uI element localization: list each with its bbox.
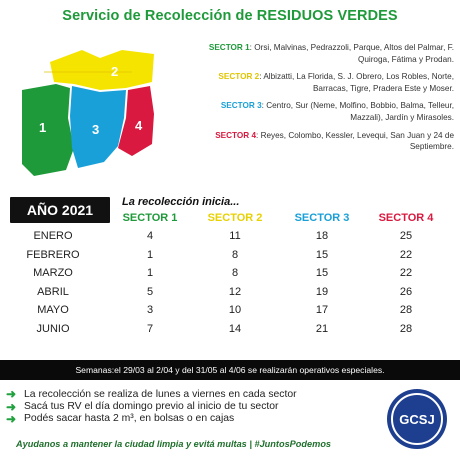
sector-1-area xyxy=(22,84,74,176)
day-cell: 22 xyxy=(399,248,413,261)
sector-4-description: SECTOR 4: Reyes, Colombo, Kessler, Leveq… xyxy=(196,130,454,153)
day-cell: 3 xyxy=(146,304,154,316)
day-cell: 8 xyxy=(231,267,239,279)
logo-ring: GCSJ xyxy=(391,393,443,445)
table-row: JUNIO 7 14 21 28 xyxy=(0,323,460,342)
day-cell: 4 xyxy=(146,230,154,242)
map-label-1: 1 xyxy=(39,120,46,135)
month-cell: MARZO xyxy=(33,267,73,279)
column-header-sector-3: SECTOR 3 xyxy=(294,212,350,224)
column-header-sector-2: SECTOR 2 xyxy=(207,212,263,224)
sector-2-name: SECTOR 2 xyxy=(218,72,260,82)
bullet-text: La recolección se realiza de lunes a vie… xyxy=(24,388,297,400)
list-item: ➜ Podés sacar hasta 2 m³, en bolsas o en… xyxy=(6,411,376,426)
sector-4-area xyxy=(118,86,154,156)
day-cell: 26 xyxy=(399,285,413,298)
month-cell: FEBRERO xyxy=(26,248,80,261)
map-label-2: 2 xyxy=(111,64,118,79)
sector-3-name: SECTOR 3 xyxy=(220,101,262,111)
day-cell: 7 xyxy=(146,322,154,335)
sector-2-area xyxy=(50,50,154,90)
day-cell: 12 xyxy=(228,285,242,298)
day-cell: 1 xyxy=(146,267,154,279)
schedule-heading: La recolección inicia... xyxy=(122,196,240,208)
day-cell: 17 xyxy=(315,304,329,316)
sector-2-text: : Albizatti, La Florida, S. J. Obrero, L… xyxy=(259,72,454,93)
schedule-table: ENERO 4 11 18 25 FEBRERO 1 8 15 22 MARZO… xyxy=(0,230,460,341)
footer-slogan: Ayudanos a mantener la ciudad limpia y e… xyxy=(16,439,332,449)
sector-1-name: SECTOR 1 xyxy=(208,43,250,52)
year-badge: AÑO 2021 xyxy=(10,197,110,223)
sector-1-text: : Orsi, Malvinas, Pedrazzoli, Parque, Al… xyxy=(249,43,454,64)
month-cell: MAYO xyxy=(37,304,69,316)
sector-map: 1 2 3 4 xyxy=(22,50,154,176)
sector-2-description: SECTOR 2: Albizatti, La Florida, S. J. O… xyxy=(196,71,454,94)
day-cell: 15 xyxy=(315,248,329,261)
special-operations-notice: Semanas:el 29/03 al 2/04 y del 31/05 al … xyxy=(0,360,460,380)
column-header-sector-4: SECTOR 4 xyxy=(378,212,434,224)
day-cell: 21 xyxy=(315,322,329,335)
map-label-4: 4 xyxy=(135,118,143,133)
day-cell: 28 xyxy=(399,304,413,316)
day-cell: 14 xyxy=(228,322,242,335)
sector-3-description: SECTOR 3: Centro, Sur (Neme, Molfino, Bo… xyxy=(196,100,454,123)
column-header-sector-1: SECTOR 1 xyxy=(122,212,178,224)
day-cell: 5 xyxy=(146,285,154,298)
map-label-3: 3 xyxy=(92,122,99,137)
sector-1-description: SECTOR 1: Orsi, Malvinas, Pedrazzoli, Pa… xyxy=(196,42,454,65)
day-cell: 11 xyxy=(229,230,241,242)
list-item: ➜ Sacá tus RV el día domingo previo al i… xyxy=(6,399,376,414)
sector-3-area xyxy=(70,86,126,168)
sector-4-text: : Reyes, Colombo, Kessler, Levequi, San … xyxy=(256,130,454,152)
day-cell: 10 xyxy=(228,304,242,316)
table-row: MAYO 3 10 17 28 xyxy=(0,304,460,323)
day-cell: 8 xyxy=(231,248,239,261)
logo-text: GCSJ xyxy=(399,411,435,427)
day-cell: 18 xyxy=(315,230,329,242)
month-cell: JUNIO xyxy=(36,322,70,335)
gcsj-logo: GCSJ xyxy=(387,389,447,449)
day-cell: 28 xyxy=(399,322,413,335)
arrow-right-icon: ➜ xyxy=(6,399,17,414)
day-cell: 22 xyxy=(399,267,413,279)
day-cell: 15 xyxy=(315,267,329,279)
day-cell: 1 xyxy=(146,248,154,261)
bullet-text: Sacá tus RV el día domingo previo al ini… xyxy=(24,401,279,413)
day-cell: 25 xyxy=(399,230,413,242)
month-cell: ABRIL xyxy=(37,285,69,298)
sector-4-name: SECTOR 4 xyxy=(215,130,257,140)
table-row: ENERO 4 11 18 25 xyxy=(0,230,460,249)
bullet-text: Podés sacar hasta 2 m³, en bolsas o en c… xyxy=(24,413,235,425)
page-title: Servicio de Recolección de RESIDUOS VERD… xyxy=(62,8,398,24)
list-item: ➜ La recolección se realiza de lunes a v… xyxy=(6,387,376,402)
day-cell: 19 xyxy=(315,285,329,298)
arrow-right-icon: ➜ xyxy=(6,387,17,402)
month-cell: ENERO xyxy=(33,230,73,242)
sector-3-text: : Centro, Sur (Neme, Molfino, Bobbio, Ba… xyxy=(261,101,454,122)
table-row: ABRIL 5 12 19 26 xyxy=(0,286,460,305)
sector-descriptions: SECTOR 1: Orsi, Malvinas, Pedrazzoli, Pa… xyxy=(196,42,454,159)
arrow-right-icon: ➜ xyxy=(6,411,17,426)
table-row: FEBRERO 1 8 15 22 xyxy=(0,249,460,268)
info-bullets: ➜ La recolección se realiza de lunes a v… xyxy=(6,387,376,426)
table-row: MARZO 1 8 15 22 xyxy=(0,267,460,286)
